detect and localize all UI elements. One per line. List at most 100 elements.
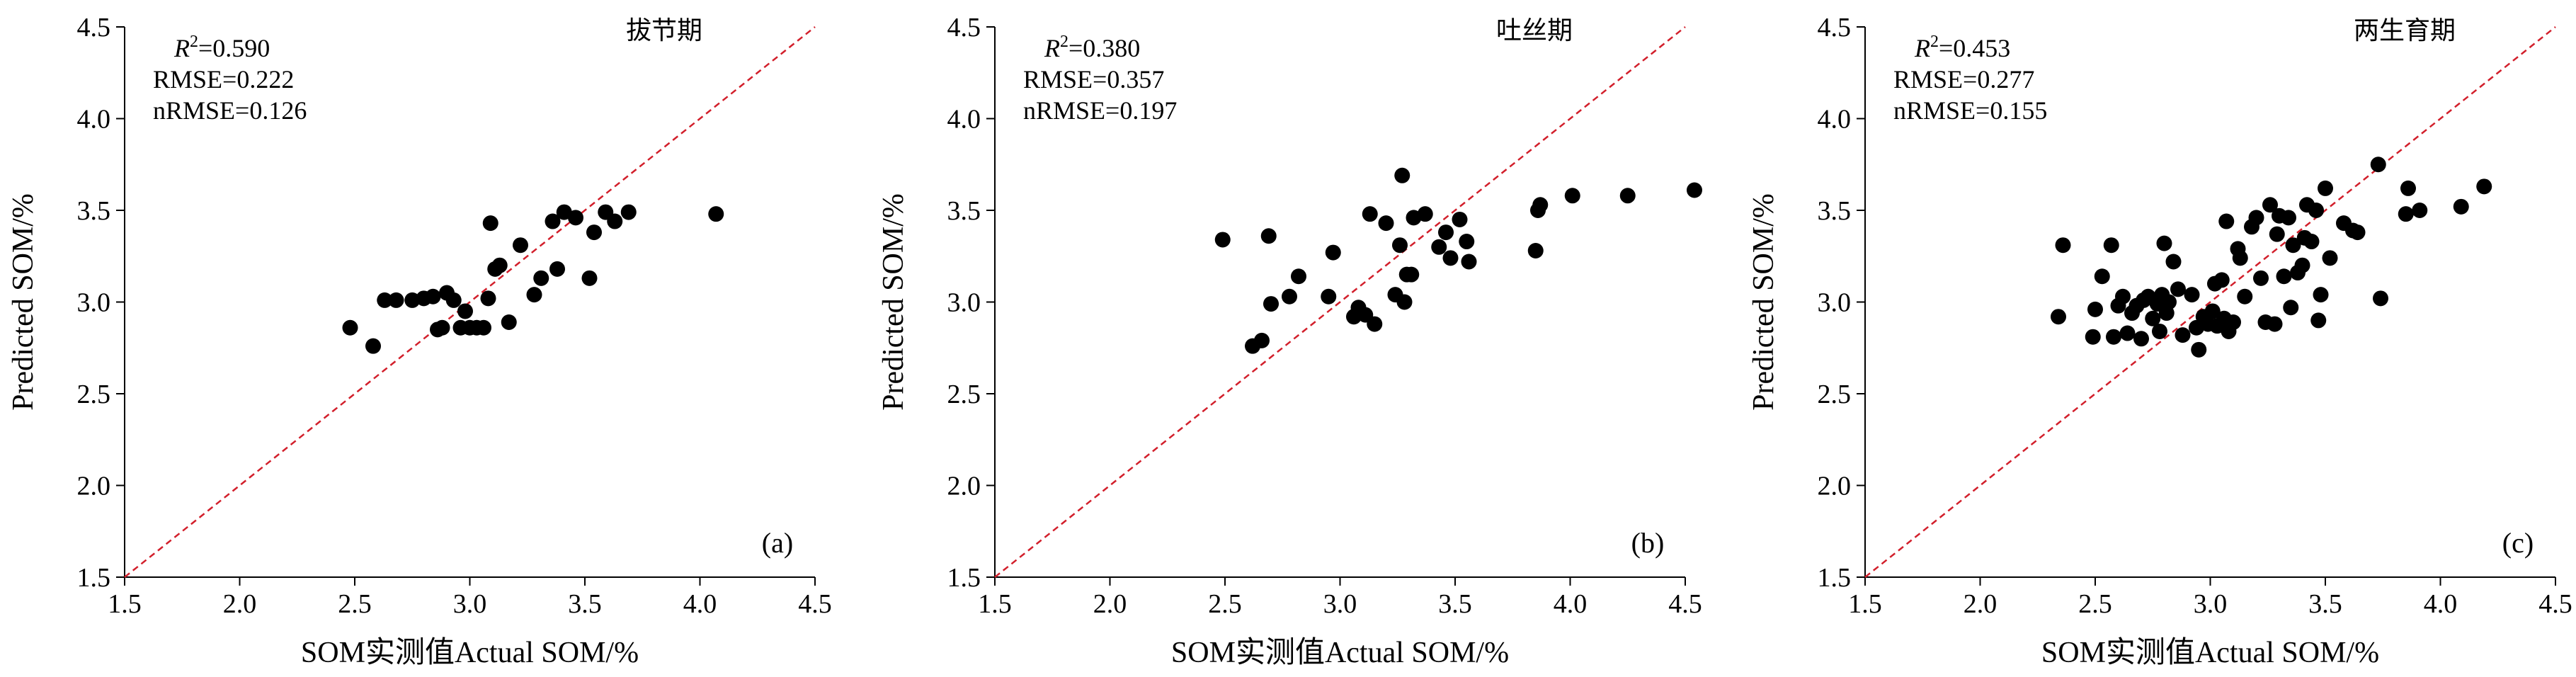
data-point <box>2322 250 2338 266</box>
x-tick-label: 2.5 <box>1208 589 1242 619</box>
y-tick-label: 4.5 <box>1818 13 1852 42</box>
data-point <box>2106 329 2121 345</box>
data-point <box>1564 188 1580 204</box>
x-tick-label: 3.5 <box>2308 589 2342 619</box>
data-point <box>2262 197 2278 213</box>
data-point <box>708 206 724 222</box>
one-to-one-line <box>124 26 816 578</box>
data-point <box>2400 180 2416 196</box>
data-point <box>2283 300 2299 316</box>
data-point <box>1367 316 1383 332</box>
data-point <box>2276 268 2292 285</box>
data-point <box>2170 281 2186 297</box>
data-point <box>1321 288 1337 305</box>
y-tick-label: 1.5 <box>1818 563 1852 593</box>
x-axis-label: SOM实测值Actual SOM/% <box>2041 636 2379 669</box>
x-tick-label: 1.5 <box>1848 589 1882 619</box>
data-point <box>513 237 528 254</box>
data-point <box>549 261 565 277</box>
data-point <box>1362 206 1378 222</box>
panel-label: (b) <box>1631 527 1665 559</box>
data-point <box>2267 316 2283 332</box>
data-point <box>2103 237 2119 254</box>
data-point <box>2175 327 2191 343</box>
data-point <box>2119 325 2136 341</box>
data-point <box>2204 303 2221 319</box>
data-point <box>533 270 549 286</box>
data-point <box>1459 234 1475 250</box>
data-point <box>607 213 623 229</box>
data-point <box>377 292 393 308</box>
data-point <box>2165 254 2182 270</box>
data-point <box>482 215 498 232</box>
data-point <box>2225 314 2241 330</box>
x-tick-label: 2.0 <box>1093 589 1127 619</box>
data-point <box>1619 188 1636 204</box>
data-point <box>1396 294 1413 310</box>
data-point <box>457 303 473 319</box>
data-point <box>1254 332 1270 348</box>
data-point <box>1417 206 1433 222</box>
y-tick-label: 3.5 <box>1818 196 1852 226</box>
x-tick-label: 2.5 <box>338 589 372 619</box>
data-point <box>2085 329 2101 345</box>
data-point <box>2253 270 2269 286</box>
data-point <box>620 204 637 220</box>
y-tick-label: 2.5 <box>77 380 111 409</box>
data-point <box>425 288 441 305</box>
data-point <box>491 257 508 273</box>
data-point <box>586 224 602 241</box>
panel-label: (a) <box>762 527 793 559</box>
x-tick-label: 4.5 <box>1668 589 1702 619</box>
nrmse-stat: nRMSE=0.155 <box>1893 96 2047 125</box>
x-axis-label: SOM实测值Actual SOM/% <box>301 636 639 669</box>
stage-label: 吐丝期 <box>1496 16 1573 45</box>
data-point <box>1325 244 1341 261</box>
data-point <box>2373 290 2388 307</box>
data-point <box>2191 341 2207 358</box>
data-point <box>1452 211 1468 227</box>
x-tick-label: 4.0 <box>1554 589 1588 619</box>
data-point <box>388 292 404 308</box>
data-point <box>2213 272 2230 288</box>
y-tick-label: 4.0 <box>1818 105 1852 135</box>
y-tick-label: 1.5 <box>947 563 981 593</box>
x-tick-label: 3.5 <box>568 589 602 619</box>
data-point <box>2412 203 2428 218</box>
rmse-stat: RMSE=0.222 <box>153 65 294 93</box>
data-point <box>445 292 462 308</box>
data-point <box>2087 301 2103 317</box>
x-axis-label: SOM实测值Actual SOM/% <box>1171 636 1509 669</box>
data-point <box>2161 294 2177 310</box>
y-tick-label: 2.0 <box>1818 472 1852 501</box>
r2-stat: R2=0.380 <box>1044 33 1140 62</box>
y-tick-label: 4.0 <box>947 105 981 135</box>
rmse-stat: RMSE=0.277 <box>1893 65 2034 93</box>
y-tick-label: 3.5 <box>947 196 981 226</box>
data-point <box>2453 198 2469 215</box>
nrmse-stat: nRMSE=0.126 <box>153 96 307 125</box>
data-point <box>2281 210 2296 226</box>
y-tick-label: 3.0 <box>77 288 111 318</box>
x-tick-label: 4.0 <box>683 589 717 619</box>
y-tick-label: 1.5 <box>77 563 111 593</box>
r2-stat: R2=0.590 <box>173 33 270 62</box>
data-point <box>2237 288 2253 305</box>
x-tick-label: 4.5 <box>2538 589 2572 619</box>
data-point <box>501 314 517 330</box>
data-point <box>2370 157 2386 173</box>
data-point <box>1291 268 1306 285</box>
chart-panel-3: 1.51.5 2.0 2.0 2.5 2.5 3.0 3.0 3.5 3.5 4.0 4.0 4.5 4… <box>1748 13 2572 669</box>
data-point <box>1403 266 1420 283</box>
data-point <box>1461 254 1477 270</box>
y-tick-label: 3.5 <box>77 196 111 226</box>
data-point <box>2318 180 2333 196</box>
nrmse-stat: nRMSE=0.197 <box>1023 96 1177 125</box>
y-tick-label: 4.5 <box>77 13 111 42</box>
y-tick-label: 3.0 <box>947 288 981 318</box>
chart-panel-2: 1.51.5 2.0 2.0 2.5 2.5 3.0 3.0 3.5 3.5 4.0 4.0 4.5 4… <box>877 13 1702 669</box>
x-tick-label: 4.5 <box>798 589 832 619</box>
data-point <box>1214 232 1231 248</box>
x-tick-label: 1.5 <box>978 589 1012 619</box>
y-axis-label: Predicted SOM/% <box>7 193 40 411</box>
